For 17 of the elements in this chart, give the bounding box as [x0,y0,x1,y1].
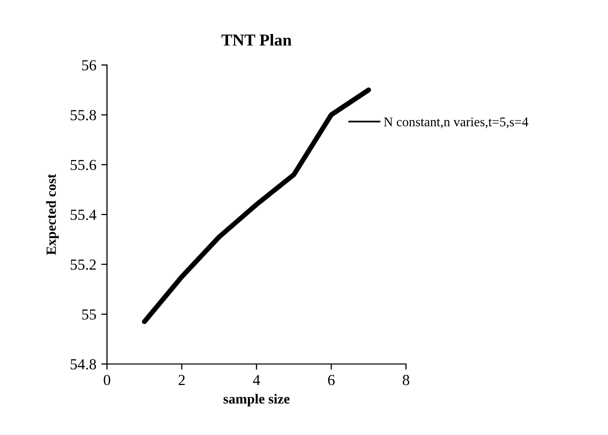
y-tick-label: 55.4 [70,210,96,220]
x-axis-title: sample size [224,394,290,406]
x-tick-label: 2 [178,374,185,386]
y-tick-label: 55.2 [70,260,96,270]
x-tick-label: 0 [104,374,110,386]
chart-title: TNT Plan [221,34,292,46]
y-tick-label: 55.8 [70,110,96,120]
x-tick-label: 6 [328,374,335,386]
y-tick-label: 54.8 [70,359,96,370]
y-axis-title: Expected cost [46,174,59,255]
y-tick-label: 55 [82,309,96,320]
legend-label: N constant,n varies,t=5,s=4 [384,117,528,128]
line-series [142,87,372,324]
x-tick-label: 8 [402,374,410,386]
y-tick-label: 56 [82,60,96,70]
x-tick-label: 4 [252,374,260,386]
y-tick-label: 55.6 [70,160,96,170]
